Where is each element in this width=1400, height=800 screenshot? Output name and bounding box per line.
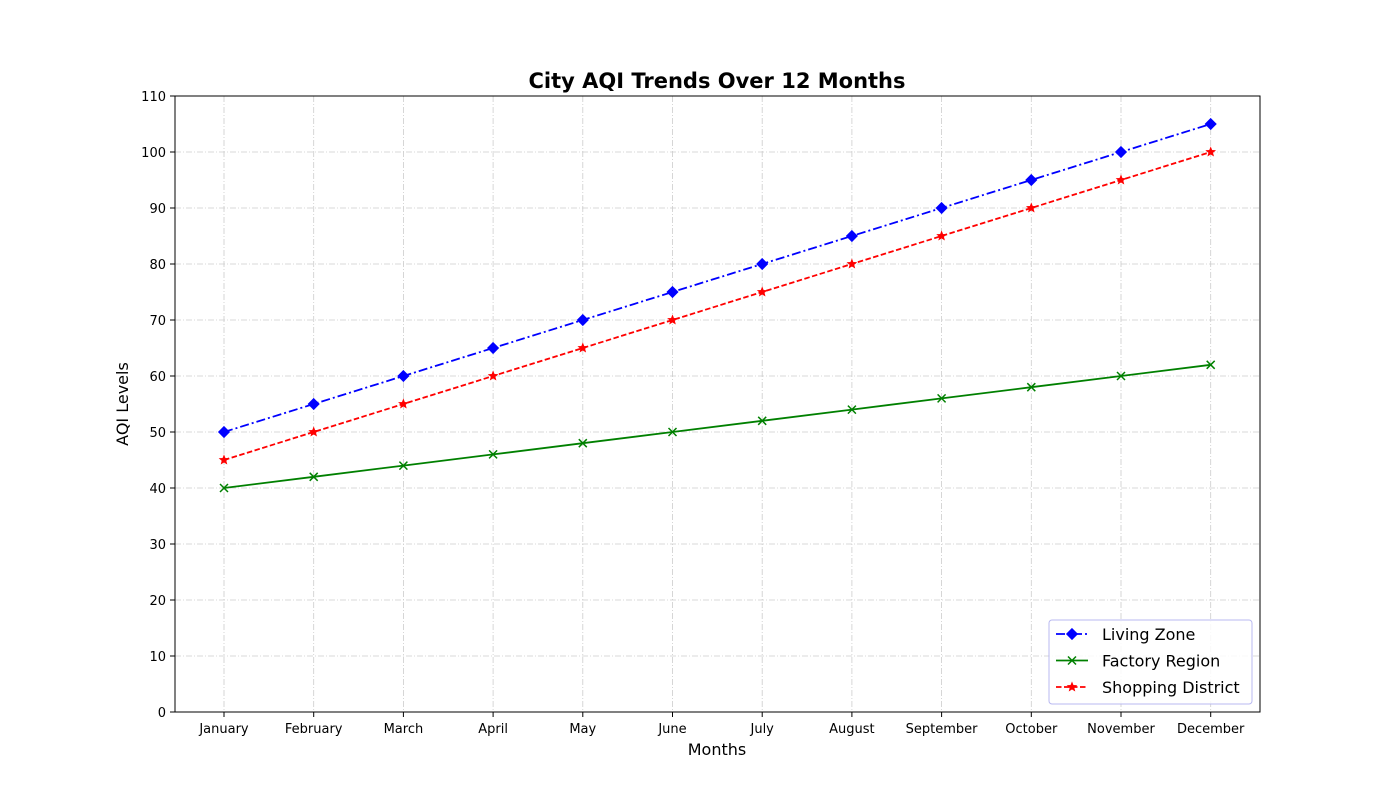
x-tick-label: April [478, 722, 508, 737]
legend: Living Zone Factory Region Shopping Distri… [1048, 619, 1253, 705]
x-tick-label: October [1005, 722, 1058, 737]
data-point [218, 454, 230, 465]
x-tick-label: May [569, 722, 596, 737]
y-tick-label: 0 [158, 706, 166, 721]
series-line [223, 151, 1211, 461]
x-tick-label: December [1177, 722, 1245, 737]
x-tick-label: September [906, 722, 979, 737]
legend-marker [1066, 681, 1078, 692]
series-factory-region [219, 360, 1216, 493]
data-point [487, 370, 499, 381]
legend-item: Shopping District [1056, 678, 1240, 697]
data-point [219, 483, 229, 493]
legend-label: Living Zone [1102, 625, 1195, 644]
y-tick-label: 50 [149, 426, 166, 441]
data-point [1025, 202, 1037, 213]
data-point [1206, 360, 1216, 370]
data-point [1204, 117, 1217, 131]
y-tick-label: 10 [149, 650, 166, 665]
data-point [487, 341, 500, 355]
data-point [1026, 382, 1036, 392]
data-point [1114, 145, 1128, 159]
legend-box [1048, 619, 1253, 705]
legend-label: Factory Region [1102, 652, 1220, 671]
series-living-zone [217, 117, 1217, 439]
data-point [578, 438, 588, 448]
data-point [756, 257, 769, 271]
data-point [398, 398, 409, 409]
x-tick-label: March [384, 722, 424, 737]
y-tick-label: 90 [149, 202, 166, 217]
data-point [309, 472, 319, 482]
x-axis-ticks: January February March April May June July Augu… [198, 712, 1245, 737]
data-point [847, 405, 857, 415]
series-line [223, 123, 1211, 433]
legend-item: Factory Region [1056, 652, 1220, 671]
x-tick-label: January [198, 722, 249, 737]
data-point [666, 285, 679, 299]
data-point [307, 397, 320, 411]
data-point [667, 314, 678, 325]
data-point [756, 286, 768, 297]
y-tick-label: 110 [141, 90, 166, 105]
y-tick-label: 30 [149, 538, 166, 553]
y-tick-label: 80 [149, 258, 166, 273]
data-point [757, 416, 767, 426]
data-point [1115, 174, 1127, 185]
y-axis-ticks: 0 10 20 30 40 50 60 70 80 90 100 110 [141, 90, 175, 721]
data-point [397, 369, 410, 383]
y-tick-label: 20 [149, 594, 166, 609]
series-shopping-district [218, 146, 1217, 465]
legend-marker [1065, 627, 1079, 641]
series [217, 117, 1217, 493]
x-tick-label: July [750, 722, 775, 737]
data-point [576, 313, 589, 327]
data-point [308, 426, 320, 437]
x-axis-label: Months [688, 740, 746, 759]
data-point [1205, 146, 1217, 157]
x-tick-label: August [829, 722, 875, 737]
chart-title: City AQI Trends Over 12 Months [528, 69, 905, 93]
data-point [935, 201, 948, 215]
data-point [937, 393, 947, 403]
x-tick-label: June [657, 722, 686, 737]
x-tick-label: November [1087, 722, 1155, 737]
legend-marker [1067, 655, 1077, 666]
data-point [488, 449, 498, 459]
data-point [1116, 371, 1126, 381]
y-tick-label: 70 [149, 314, 166, 329]
data-point [667, 427, 678, 437]
y-tick-label: 100 [141, 146, 166, 161]
y-tick-label: 60 [149, 370, 166, 385]
y-axis-label: AQI Levels [113, 362, 132, 446]
series-line [223, 363, 1211, 489]
data-point [577, 342, 589, 353]
plot-frame [174, 95, 1261, 713]
y-tick-label: 40 [149, 482, 166, 497]
data-point [398, 461, 408, 471]
data-point [1025, 173, 1038, 187]
data-point [846, 258, 858, 269]
legend-label: Shopping District [1102, 678, 1240, 697]
legend-item: Living Zone [1056, 625, 1195, 644]
data-point [936, 230, 947, 241]
data-point [845, 229, 858, 243]
x-tick-label: February [285, 722, 343, 737]
data-point [217, 425, 231, 439]
